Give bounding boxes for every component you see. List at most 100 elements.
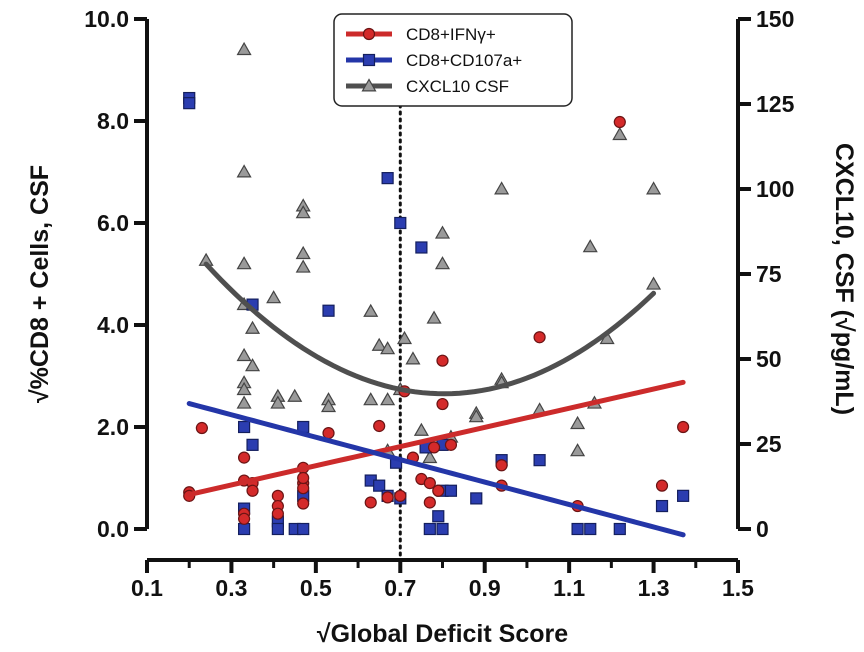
legend-label: CD8+IFNγ+ (406, 25, 496, 44)
cd107a-point (237, 420, 251, 434)
ifng-point (444, 438, 458, 451)
ifng-point (394, 489, 407, 502)
ifng-point (297, 497, 310, 510)
ifng-point (271, 507, 284, 520)
cxcl10-point (405, 351, 421, 365)
y-right-tick-label: 125 (756, 91, 795, 117)
cxcl10-point (236, 347, 252, 362)
cxcl10-point (612, 126, 628, 141)
cd107a-point (237, 522, 251, 536)
ifng-point (237, 512, 251, 525)
y-right-tick-label: 50 (756, 346, 782, 372)
y-right-tick-label: 25 (756, 431, 782, 457)
cxcl10-point (468, 409, 484, 423)
cxcl10-point (295, 205, 311, 219)
legend-box (333, 13, 573, 107)
ifng-point (533, 331, 546, 344)
fit-lines-group (186, 261, 686, 538)
cxcl10-point (570, 443, 586, 457)
cxcl10-point (570, 415, 586, 430)
ifng-point (195, 421, 208, 435)
ifng-point (436, 397, 449, 411)
cxcl10-point (361, 78, 377, 92)
cxcl10-point (422, 449, 438, 464)
cxcl10-point (413, 422, 429, 436)
cd107a-point (571, 522, 584, 536)
legend-label: CXCL10 CSF (406, 77, 509, 96)
cxcl10-fit-curve (203, 261, 657, 397)
cxcl10-point (426, 310, 442, 324)
cd107a-point (677, 489, 690, 502)
ifng-point (495, 459, 508, 472)
axes-group: 0.0 2.0 4.0 6.0 8.0 10.0 0 25 50 75 100 125 150 0.1 0.… (84, 6, 794, 601)
cxcl10-point (236, 41, 252, 56)
cd107a-point (470, 492, 483, 505)
ifng-point (432, 484, 445, 497)
ifng-point (427, 441, 441, 454)
y-right-tick-label: 75 (756, 261, 782, 287)
y-left-tick-label: 2.0 (97, 414, 129, 440)
cxcl10-point (266, 290, 282, 304)
ifng-fit-line (186, 379, 686, 498)
ifng-point (364, 496, 377, 509)
ifng-point (613, 115, 626, 129)
y-left-tick-label: 8.0 (97, 108, 129, 134)
cxcl10-point (236, 395, 252, 409)
cd107a-point (394, 216, 407, 230)
cxcl10-point (295, 245, 311, 260)
cxcl10-point (295, 259, 311, 273)
ifng-point (381, 491, 394, 504)
y-left-tick-label: 6.0 (97, 210, 129, 236)
ifng-point (297, 471, 310, 485)
y-right-tick-label: 150 (756, 6, 794, 32)
x-tick-label: 0.5 (300, 575, 332, 601)
cxcl10-point (434, 225, 451, 239)
cxcl10-point (236, 381, 252, 396)
ifng-point (373, 419, 386, 433)
cd107a-point (381, 172, 394, 185)
x-tick-label: 0.7 (384, 575, 416, 601)
data-points-group (183, 41, 690, 536)
cd107a-point (533, 454, 546, 467)
cxcl10-point (380, 341, 396, 355)
cd107a-point (655, 499, 669, 513)
cxcl10-point (245, 358, 261, 372)
cxcl10-point (396, 330, 413, 345)
ifng-point (655, 479, 669, 492)
cd107a-point (362, 53, 376, 67)
y-left-tick-label: 10.0 (84, 6, 129, 32)
cd107a-point (322, 304, 335, 317)
cd107a-point (444, 484, 458, 497)
cxcl10-point (434, 256, 451, 270)
legend: CD8+IFNγ+ CD8+CD107a+ CXCL10 CSF (333, 13, 573, 107)
x-axis-title: √Global Deficit Score (317, 620, 568, 647)
y-right-tick-label: 0 (756, 516, 769, 542)
ifng-point (423, 496, 436, 509)
cxcl10-point (236, 256, 252, 270)
ifng-point (237, 451, 251, 464)
ifng-point (297, 482, 310, 495)
y-axis-left-title: √%CD8 + Cells, CSF (26, 165, 54, 403)
cxcl10-point (582, 239, 598, 253)
cxcl10-point (270, 395, 286, 409)
x-tick-label: 1.3 (638, 575, 670, 601)
y-axis-right-title: CXCL10, CSF (√pg/mL) (830, 143, 858, 415)
ifng-point (423, 477, 436, 490)
cd107a-point (423, 522, 436, 536)
x-tick-label: 0.3 (215, 575, 247, 601)
cd107a-point (297, 522, 310, 536)
ifng-point (246, 484, 259, 497)
y-right-tick-label: 100 (756, 176, 794, 202)
cd107a-point (432, 510, 445, 523)
cxcl10-point (494, 181, 510, 195)
cd107a-fit-line (186, 401, 686, 538)
x-tick-label: 0.9 (469, 575, 501, 601)
cd107a-point (584, 522, 597, 536)
cxcl10-point (380, 392, 396, 406)
ifng-point (362, 27, 376, 41)
cd107a-point (373, 479, 386, 492)
y-left-tick-label: 4.0 (97, 312, 129, 338)
x-tick-label: 1.5 (722, 575, 754, 601)
y-left-tick-label: 0.0 (97, 516, 129, 542)
